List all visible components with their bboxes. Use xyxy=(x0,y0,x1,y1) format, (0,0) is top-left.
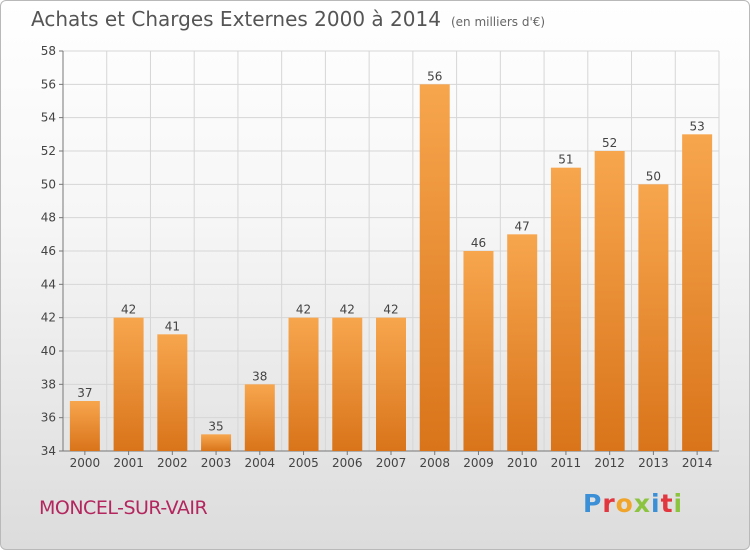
x-tick-label: 2002 xyxy=(157,456,188,470)
bar xyxy=(157,334,188,451)
data-label: 42 xyxy=(121,303,136,317)
y-tick-label: 38 xyxy=(41,377,56,391)
x-tick-label: 2008 xyxy=(419,456,450,470)
bar xyxy=(419,84,450,451)
data-label: 50 xyxy=(646,169,661,183)
y-tick-label: 50 xyxy=(41,177,56,191)
data-label: 35 xyxy=(208,419,223,433)
data-label: 53 xyxy=(689,119,704,133)
data-label: 46 xyxy=(471,236,486,250)
y-tick-label: 44 xyxy=(41,277,56,291)
data-label: 42 xyxy=(296,303,311,317)
x-tick-label: 2001 xyxy=(113,456,144,470)
y-tick-label: 56 xyxy=(41,77,56,91)
y-tick-label: 48 xyxy=(41,211,56,225)
data-label: 51 xyxy=(558,153,573,167)
logo-letter: i xyxy=(651,489,661,518)
logo-letter: o xyxy=(615,489,634,518)
x-tick-label: 2010 xyxy=(507,456,538,470)
y-tick-label: 36 xyxy=(41,411,56,425)
y-tick-label: 58 xyxy=(41,44,56,58)
x-tick-label: 2006 xyxy=(332,456,363,470)
data-label: 38 xyxy=(252,369,267,383)
data-label: 56 xyxy=(427,69,442,83)
bar xyxy=(682,134,713,452)
y-tick-label: 54 xyxy=(41,111,56,125)
data-label: 52 xyxy=(602,136,617,150)
bars xyxy=(69,84,713,452)
y-tick-label: 46 xyxy=(41,244,56,258)
x-tick-label: 2014 xyxy=(682,456,713,470)
x-tick-label: 2009 xyxy=(463,456,494,470)
bar xyxy=(69,401,100,451)
x-tick-label: 2013 xyxy=(638,456,669,470)
chart-title-line: Achats et Charges Externes 2000 à 2014 (e… xyxy=(31,7,545,31)
chart-title: Achats et Charges Externes 2000 à 2014 xyxy=(31,7,441,31)
bar xyxy=(463,251,494,451)
town-name: MONCEL-SUR-VAIR xyxy=(39,497,208,519)
y-tick-label: 42 xyxy=(41,311,56,325)
data-label: 41 xyxy=(165,319,180,333)
data-label: 37 xyxy=(77,386,92,400)
bar xyxy=(594,151,625,451)
logo-letter: r xyxy=(602,489,616,518)
chart-subtitle: (en milliers d'€) xyxy=(450,15,546,29)
bar xyxy=(507,234,538,451)
bar xyxy=(244,384,275,451)
x-tick-label: 2003 xyxy=(201,456,232,470)
bar xyxy=(376,317,406,451)
bar xyxy=(638,184,669,452)
x-tick-label: 2011 xyxy=(551,456,582,470)
x-tick-label: 2004 xyxy=(245,456,276,470)
x-tick-label: 2012 xyxy=(594,456,625,470)
logo-letter: i xyxy=(673,489,684,518)
x-tick-label: 2005 xyxy=(288,456,319,470)
proxiti-logo: Proxiti xyxy=(583,489,683,518)
data-label: 42 xyxy=(340,303,355,317)
logo-letter: t xyxy=(660,489,674,518)
x-tick-label: 2007 xyxy=(376,456,407,470)
bar xyxy=(113,317,144,451)
bar xyxy=(332,317,363,451)
y-tick-label: 34 xyxy=(41,444,56,458)
logo-letter: x xyxy=(633,489,651,518)
bar xyxy=(550,167,581,451)
bar xyxy=(288,317,319,451)
labels: 34 36 38 40 42 44 46 48 50 52 54 56 58 37 2000 42 2001 41… xyxy=(41,44,713,470)
x-tick-label: 2000 xyxy=(70,456,101,470)
y-tick-label: 40 xyxy=(41,344,56,358)
data-label: 47 xyxy=(515,219,530,233)
data-label: 42 xyxy=(383,303,398,317)
logo-letter: P xyxy=(583,489,603,518)
bar xyxy=(201,434,232,451)
y-tick-label: 52 xyxy=(41,144,56,158)
